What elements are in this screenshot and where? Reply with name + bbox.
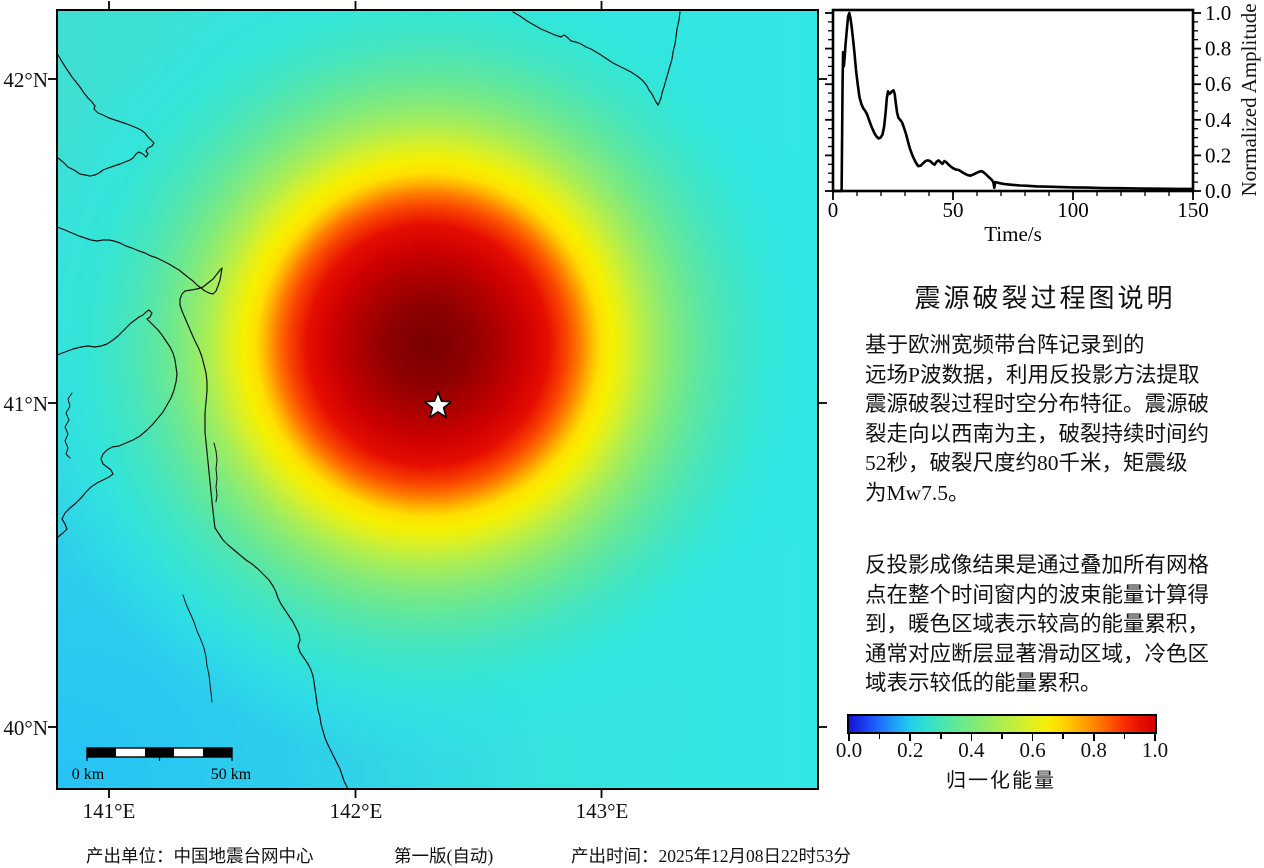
coastlines	[56, 11, 681, 790]
map-frame	[48, 1, 827, 798]
amplitude-curve	[833, 11, 1193, 193]
colorbar-tick-label: 1.0	[1141, 738, 1169, 762]
colorbar: 0.0 0.2 0.4 0.6 0.8 1.0	[836, 714, 1168, 762]
description-line: 52秒，破裂尺度约80千米，矩震级	[865, 451, 1188, 475]
lat-label-42n: 42°N	[3, 68, 48, 92]
colorbar-tick-label: 0.2	[897, 738, 924, 762]
scale-bar-end-label: 50 km	[211, 766, 252, 783]
scale-bar: 0 km 50 km	[72, 747, 252, 783]
description-line: 到，暖色区域表示较高的能量累积，	[865, 612, 1210, 636]
svg-text:150: 150	[1177, 198, 1209, 222]
footer-producer: 产出单位：中国地震台网中心	[86, 846, 314, 866]
lon-label-142e: 142°E	[329, 799, 383, 823]
svg-text:0.2: 0.2	[1205, 143, 1231, 167]
coastline-shimokita-pacific	[56, 226, 349, 790]
description-line: 为Mw7.5。	[865, 480, 970, 505]
lon-label-143e: 143°E	[575, 799, 629, 823]
time-axis-label: Time/s	[984, 222, 1042, 246]
description-line: 裂走向以西南为主，破裂持续时间约	[865, 421, 1210, 446]
lat-label-40n: 40°N	[3, 716, 48, 740]
coastline-hakodate-peninsula	[57, 54, 155, 177]
svg-text:0.0: 0.0	[1205, 179, 1231, 203]
coastline-west-squiggle	[64, 392, 73, 459]
ts-frame	[831, 8, 1195, 193]
description-line: 反投影成像结果是通过叠加所有网格	[865, 553, 1210, 577]
colorbar-gradient	[847, 714, 1157, 734]
colorbar-tick-label: 0.4	[958, 738, 985, 762]
description-line: 域表示较低的能量累积。	[865, 671, 1102, 695]
epicenter-star-icon	[423, 391, 453, 419]
lake-ogawara-line	[213, 442, 218, 503]
svg-text:0.8: 0.8	[1205, 37, 1231, 61]
colorbar-tick-label: 0.0	[835, 738, 863, 762]
colorbar-label: 归一化能量	[946, 770, 1056, 792]
amplitude-axis-label: Normalized Amplitude	[1237, 3, 1261, 197]
svg-text:100: 100	[1057, 198, 1089, 222]
footer-version: 第一版(自动)	[394, 846, 494, 866]
lon-label-141e: 141°E	[82, 799, 136, 823]
river-line	[182, 594, 213, 703]
svg-text:0.4: 0.4	[1205, 108, 1232, 132]
colorbar-tick-label: 0.8	[1080, 738, 1107, 762]
description-title: 震源破裂过程图说明	[914, 284, 1176, 313]
svg-text:0: 0	[828, 198, 839, 222]
description-line: 远场P波数据，利用反投影方法提取	[865, 362, 1200, 387]
footer-time: 产出时间：2025年12月08日22时53分	[571, 846, 851, 866]
coastline-mutsu-bay	[56, 309, 178, 538]
description-paragraph-1: 基于欧洲宽频带台阵记录到的远场P波数据，利用反投影方法提取 震源破裂过程时空分布特…	[865, 331, 1209, 508]
svg-text:50: 50	[943, 198, 964, 222]
svg-text:1.0: 1.0	[1205, 1, 1231, 25]
coastline-hokkaido-cape-erimo	[512, 11, 681, 106]
scale-bar-start-label: 0 km	[72, 766, 105, 783]
description-line: 通常对应断层显著滑动区域，冷色区	[865, 641, 1210, 666]
lat-label-41n: 41°N	[3, 392, 48, 416]
back-projection-map: 0 km 50 km	[48, 1, 827, 798]
description-paragraph-2: 反投影成像结果是通过叠加所有网格 点在整个时间窗内的波束能量计算得 到，暖色区域表示…	[865, 551, 1209, 699]
colorbar-tick-label: 0.6	[1019, 738, 1046, 762]
description-line: 震源破裂过程时空分布特征。震源破	[865, 392, 1210, 416]
svg-text:0.6: 0.6	[1205, 72, 1231, 96]
description-line: 基于欧洲宽频带台阵记录到的	[865, 333, 1145, 357]
description-line: 点在整个时间窗内的波束能量计算得	[865, 582, 1210, 607]
